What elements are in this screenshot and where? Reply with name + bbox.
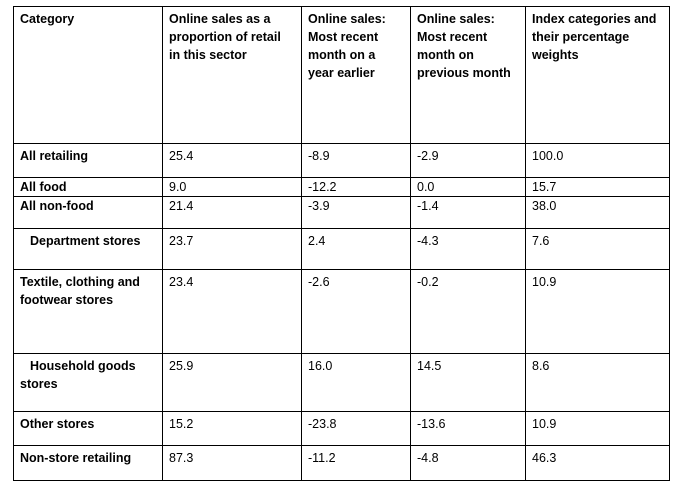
row-category-cell: Household goods stores [13,353,163,412]
row-proportion: 9.0 [162,177,302,197]
table-row: All retailing 25.4 -8.9 -2.9 100.0 [13,143,670,178]
row-year-change: -11.2 [301,445,411,481]
row-category: All retailing [13,143,163,178]
row-weight: 15.7 [525,177,670,197]
row-month-change: -1.4 [410,196,526,229]
row-year-change: 2.4 [301,228,411,270]
row-year-change: -23.8 [301,411,411,446]
row-category: All non-food [13,196,163,229]
row-weight: 46.3 [525,445,670,481]
row-month-change: -4.8 [410,445,526,481]
row-proportion: 23.7 [162,228,302,270]
row-proportion: 15.2 [162,411,302,446]
header-year-on-year: Online sales: Most recent month on a yea… [301,6,411,144]
table-row: Department stores 23.7 2.4 -4.3 7.6 [13,228,670,270]
row-year-change: -3.9 [301,196,411,229]
row-month-change: 0.0 [410,177,526,197]
row-month-change: -2.9 [410,143,526,178]
row-month-change: -13.6 [410,411,526,446]
table-row: Textile, clothing and footwear stores 23… [13,269,670,354]
row-weight: 8.6 [525,353,670,412]
row-proportion: 23.4 [162,269,302,354]
row-category: Non-store retailing [13,445,163,481]
row-proportion: 25.9 [162,353,302,412]
row-category: All food [13,177,163,197]
table-header-row: Category Online sales as a proportion of… [13,6,670,144]
table-row: All food 9.0 -12.2 0.0 15.7 [13,177,670,197]
row-category: Other stores [13,411,163,446]
row-weight: 100.0 [525,143,670,178]
row-proportion: 25.4 [162,143,302,178]
header-index-weights: Index categories and their percentage we… [525,6,670,144]
row-proportion: 87.3 [162,445,302,481]
row-category: Department stores [30,234,141,248]
row-year-change: 16.0 [301,353,411,412]
row-month-change: -4.3 [410,228,526,270]
row-year-change: -2.6 [301,269,411,354]
row-weight: 10.9 [525,269,670,354]
row-category: Household goods stores [20,359,136,391]
header-category: Category [13,6,163,144]
row-year-change: -8.9 [301,143,411,178]
table-row: Other stores 15.2 -23.8 -13.6 10.9 [13,411,670,446]
row-year-change: -12.2 [301,177,411,197]
row-month-change: -0.2 [410,269,526,354]
header-month-on-month: Online sales: Most recent month on previ… [410,6,526,144]
row-weight: 7.6 [525,228,670,270]
header-online-proportion: Online sales as a proportion of retail i… [162,6,302,144]
table-row: Household goods stores 25.9 16.0 14.5 8.… [13,353,670,412]
table-row: Non-store retailing 87.3 -11.2 -4.8 46.3 [13,445,670,481]
row-weight: 10.9 [525,411,670,446]
row-proportion: 21.4 [162,196,302,229]
retail-sales-table: Category Online sales as a proportion of… [13,6,670,481]
row-month-change: 14.5 [410,353,526,412]
table-row: All non-food 21.4 -3.9 -1.4 38.0 [13,196,670,229]
row-weight: 38.0 [525,196,670,229]
row-category-cell: Department stores [13,228,163,270]
row-category: Textile, clothing and footwear stores [13,269,163,354]
